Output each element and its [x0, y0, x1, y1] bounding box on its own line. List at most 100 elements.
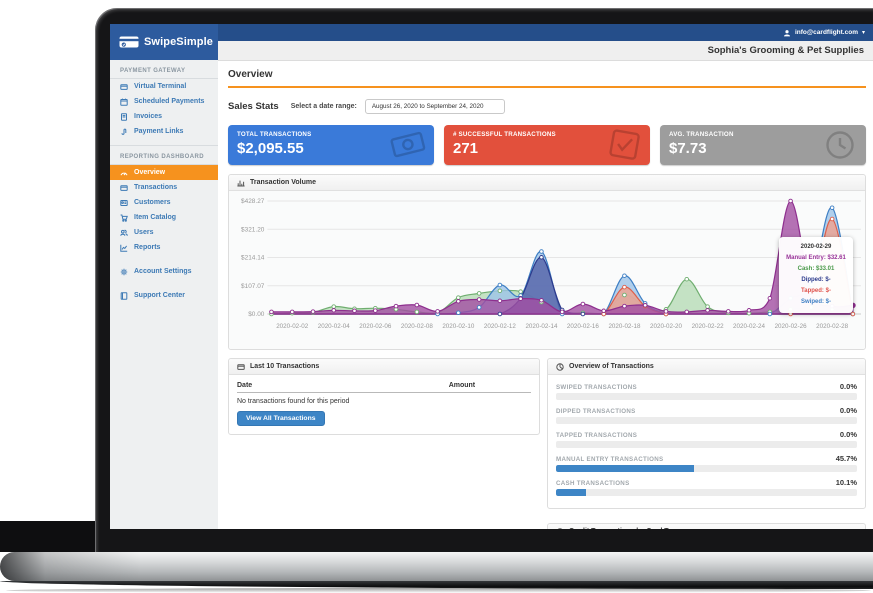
progress-track	[556, 417, 857, 424]
sidebar-item-transactions[interactable]: Transactions	[110, 180, 218, 195]
transaction-volume-panel: Transaction Volume $0.00 $107.07 $214.14 $3…	[228, 174, 866, 350]
column-amount: Amount	[448, 382, 476, 389]
sidebar-item-reports[interactable]: Reports	[110, 240, 218, 255]
progress-track	[556, 465, 857, 472]
empty-transactions-message: No transactions found for this period	[237, 398, 350, 405]
progress-label: MANUAL ENTRY TRANSACTIONS	[556, 456, 664, 463]
progress-label: SWIPED TRANSACTIONS	[556, 384, 637, 391]
progress-value: 45.7%	[835, 454, 857, 463]
pie-chart-icon	[556, 362, 564, 371]
svg-text:2020-02-02: 2020-02-02	[276, 323, 309, 330]
stat-card-avg-transaction: AVG. TRANSACTION $7.73	[660, 125, 866, 165]
sidebar: SwipeSimple PAYMENT GATEWAY Virtual Term…	[110, 24, 218, 529]
svg-text:$428.27: $428.27	[241, 198, 265, 205]
book-icon	[120, 291, 128, 300]
tooltip-line: Tapped: $-	[801, 288, 831, 294]
credit-transactions-title: Credit Transactions by Card Type	[569, 528, 680, 529]
svg-text:2020-02-14: 2020-02-14	[525, 323, 558, 330]
sidebar-item-overview[interactable]: Overview	[110, 165, 218, 180]
view-all-transactions-button[interactable]: View All Transactions	[237, 411, 325, 426]
credit-transactions-panel: Credit Transactions by Card Type	[547, 523, 866, 529]
sidebar-item-payment-links[interactable]: Payment Links	[110, 124, 218, 139]
sales-stats-heading: Sales Stats	[228, 100, 279, 112]
sidebar-item-label: Transactions	[134, 184, 178, 191]
stat-card-label: # SUCCESSFUL TRANSACTIONS	[453, 131, 556, 138]
invoice-icon	[121, 112, 127, 121]
gauge-icon	[120, 172, 128, 175]
chevron-down-icon[interactable]: ▾	[861, 30, 865, 36]
svg-text:2020-02-24: 2020-02-24	[733, 323, 766, 330]
title-accent-rule	[228, 86, 866, 88]
main-area: Sophia's Grooming & Pet Supplies Overvie…	[218, 41, 873, 529]
check-icon	[609, 129, 640, 160]
stat-card-label: TOTAL TRANSACTIONS	[237, 131, 312, 138]
bar-chart-icon	[237, 180, 245, 186]
svg-text:$321.20: $321.20	[241, 227, 265, 234]
svg-text:2020-02-10: 2020-02-10	[442, 323, 475, 330]
chart-body: $0.00 $107.07 $214.14 $321.20 $428.27 2020-02…	[229, 191, 865, 349]
overview-of-transactions-panel: Overview of Transactions SWIPED TRANSACT…	[547, 358, 866, 509]
credit-card-icon	[237, 363, 245, 370]
sidebar-item-account-settings[interactable]: Account Settings	[110, 264, 218, 279]
svg-text:2020-02-12: 2020-02-12	[484, 323, 517, 330]
brand-name: SwipeSimple	[144, 36, 213, 48]
sidebar-item-label: Payment Links	[134, 128, 184, 135]
account-email[interactable]: info@cardflight.com	[794, 29, 858, 36]
progress-label: DIPPED TRANSACTIONS	[556, 408, 636, 415]
sidebar-item-users[interactable]: Users	[110, 225, 218, 240]
sidebar-item-label: Reports	[134, 244, 161, 251]
progress-value: 0.0%	[839, 406, 857, 415]
sidebar-item-label: Support Center	[134, 292, 185, 299]
svg-text:2020-02-28: 2020-02-28	[816, 323, 849, 330]
transaction-volume-chart[interactable]: $0.00 $107.07 $214.14 $321.20 $428.27 2020-02…	[229, 194, 865, 346]
user-icon	[783, 29, 790, 36]
progress-value: 10.1%	[835, 478, 857, 487]
overview-of-transactions-title: Overview of Transactions	[569, 363, 654, 370]
svg-text:$214.14: $214.14	[241, 255, 265, 262]
transactions-table-header: Date Amount	[237, 382, 531, 393]
laptop-underside	[0, 581, 873, 589]
brand-logo[interactable]: SwipeSimple	[110, 24, 218, 60]
cart-icon	[120, 214, 128, 222]
sidebar-section-reporting-dashboard: REPORTING DASHBOARD	[110, 145, 218, 165]
app-window: info@cardflight.com ▾ SwipeSimple PAYMEN…	[110, 24, 873, 529]
credit-card-icon	[120, 184, 128, 191]
progress-label: CASH TRANSACTIONS	[556, 480, 630, 487]
stat-card-value: $7.73	[669, 140, 707, 157]
tooltip-date: 2020-02-29	[800, 244, 832, 250]
paperclip-icon	[121, 128, 127, 135]
svg-text:2020-02-06: 2020-02-06	[359, 323, 392, 330]
laptop-shadow	[6, 588, 871, 593]
sidebar-item-label: Virtual Terminal	[134, 83, 187, 90]
svg-text:2020-02-20: 2020-02-20	[650, 323, 683, 330]
sidebar-item-invoices[interactable]: Invoices	[110, 109, 218, 124]
progress-row-manual-entry: MANUAL ENTRY TRANSACTIONS 45.7%	[556, 454, 857, 472]
tooltip-line: Manual Entry: $32.61	[786, 255, 846, 261]
sidebar-item-label: Customers	[134, 199, 171, 206]
transaction-volume-title: Transaction Volume	[250, 179, 316, 186]
target-icon	[557, 527, 563, 529]
users-icon	[120, 229, 128, 236]
progress-row-cash: CASH TRANSACTIONS 10.1%	[556, 478, 857, 496]
sidebar-item-scheduled-payments[interactable]: Scheduled Payments	[110, 94, 218, 109]
sidebar-item-customers[interactable]: Customers	[110, 195, 218, 210]
sidebar-item-virtual-terminal[interactable]: Virtual Terminal	[110, 79, 218, 94]
svg-text:$0.00: $0.00	[248, 311, 265, 318]
progress-row-swiped: SWIPED TRANSACTIONS 0.0%	[556, 382, 857, 400]
sidebar-item-label: Users	[134, 229, 154, 236]
merchant-name: Sophia's Grooming & Pet Supplies	[707, 45, 864, 56]
progress-value: 0.0%	[839, 382, 857, 391]
sidebar-item-label: Overview	[134, 169, 166, 176]
date-range-input[interactable]	[364, 98, 505, 114]
date-range-label: Select a date range:	[290, 102, 357, 110]
svg-text:2020-02-04: 2020-02-04	[318, 323, 351, 330]
sidebar-item-label: Item Catalog	[134, 214, 177, 221]
sidebar-item-item-catalog[interactable]: Item Catalog	[110, 210, 218, 225]
sidebar-item-support-center[interactable]: Support Center	[110, 288, 218, 303]
account-bar: info@cardflight.com ▾	[110, 24, 873, 41]
gear-icon	[120, 268, 128, 275]
clock-icon	[826, 131, 854, 159]
sidebar-item-label: Invoices	[134, 113, 163, 120]
page-title: Overview	[228, 69, 273, 80]
